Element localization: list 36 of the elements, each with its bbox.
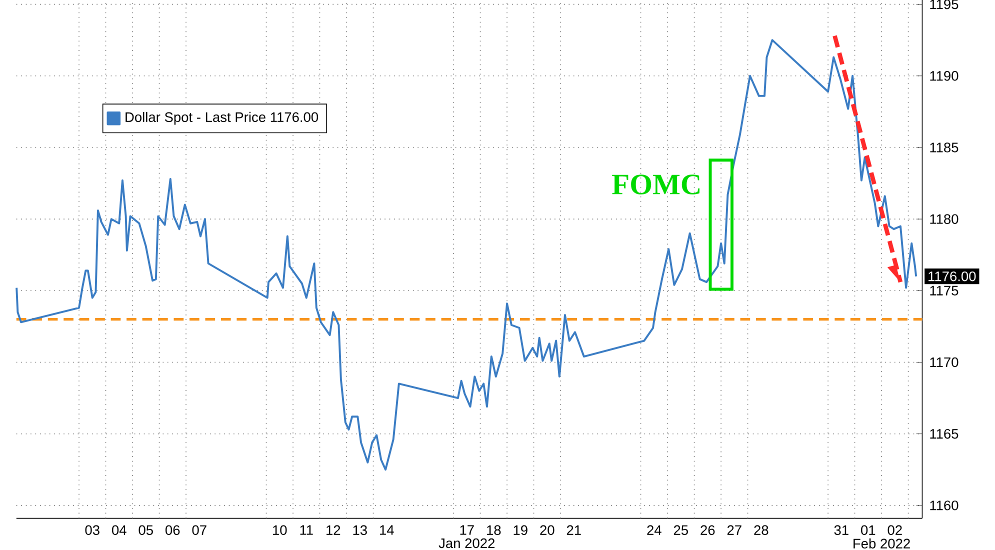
x-tick-label: 01: [861, 525, 876, 536]
y-tick-label: 1165: [930, 429, 958, 439]
x-tick-label: 11: [300, 525, 313, 535]
y-tick-label: 1160: [930, 500, 958, 510]
y-tick-label: 1175: [930, 286, 958, 296]
x-tick-label: 04: [112, 525, 126, 536]
x-tick-label: 05: [138, 525, 153, 536]
x-tick-label: 21: [566, 525, 581, 535]
x-tick-label: 14: [380, 525, 394, 535]
line-series: [16, 39, 918, 471]
x-tick-label: 06: [166, 525, 180, 536]
x-tick-label: 10: [273, 525, 287, 536]
annotation: FOMC: [612, 174, 700, 195]
y-tick-label: 1180: [930, 214, 958, 224]
x-tick-label: 26: [700, 525, 715, 536]
x-tick-label: 20: [540, 525, 554, 536]
x-tick-label: 28: [754, 525, 768, 536]
x-tick-label: 13: [353, 525, 367, 536]
x-tick-label: 07: [192, 525, 206, 536]
y-tick-label: 1185: [930, 142, 958, 152]
x-tick-label: 03: [85, 525, 100, 536]
legend-label: Dollar Spot - Last Price 1176.00: [126, 112, 318, 125]
text: 1176.00: [928, 272, 976, 282]
x-tick-label: 02: [888, 525, 902, 536]
x-tick-label: 25: [674, 525, 688, 536]
x-tick-label: 12: [326, 525, 340, 535]
x-tick-label: 19: [514, 525, 528, 536]
text: Feb 2022: [854, 538, 910, 549]
text: Jan 2022: [438, 538, 495, 548]
x-tick-label: 27: [727, 525, 742, 535]
y-tick-label: 1190: [930, 71, 958, 81]
y-tick-label: 1170: [930, 358, 958, 368]
x-tick-label: 31: [834, 525, 848, 536]
x-tick-label: 24: [647, 525, 662, 535]
x-tick-label: 17: [460, 525, 474, 535]
x-tick-label: 18: [487, 525, 501, 536]
